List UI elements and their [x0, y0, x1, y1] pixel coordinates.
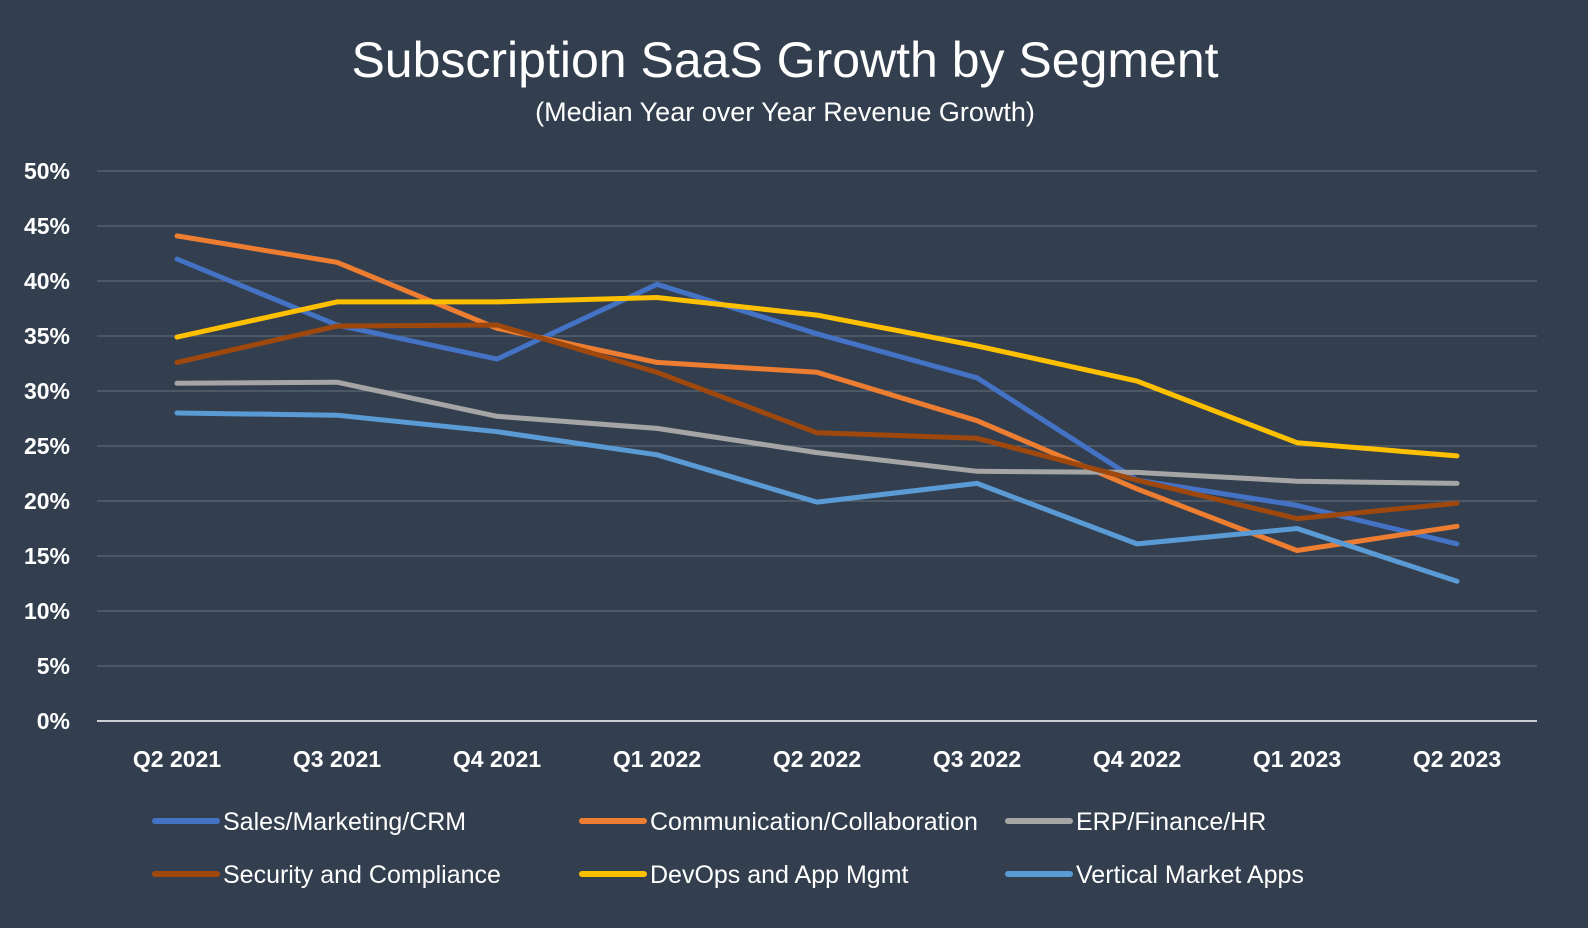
- legend-item: Communication/Collaboration: [579, 808, 978, 836]
- legend-label: DevOps and App Mgmt: [650, 861, 909, 889]
- x-tick-label: Q4 2021: [453, 746, 541, 772]
- series-group: [174, 379, 1460, 486]
- series-lines: [174, 233, 1460, 584]
- x-tick-label: Q4 2022: [1093, 746, 1181, 772]
- series-group: [174, 233, 1460, 553]
- y-tick-label: 20%: [24, 488, 70, 514]
- y-tick-label: 30%: [24, 378, 70, 404]
- x-tick-label: Q3 2022: [933, 746, 1021, 772]
- y-tick-label: 45%: [24, 213, 70, 239]
- x-axis: Q2 2021 Q3 2021 Q4 2021 Q1 2022 Q2 2022 Q3 20…: [133, 746, 1501, 772]
- series-line: [174, 322, 1460, 522]
- x-tick-label: Q2 2023: [1413, 746, 1501, 772]
- series-group: [174, 295, 1460, 459]
- y-tick-label: 5%: [37, 653, 70, 679]
- chart-subtitle: (Median Year over Year Revenue Growth): [535, 97, 1035, 127]
- y-tick-label: 35%: [24, 323, 70, 349]
- y-tick-label: 10%: [24, 598, 70, 624]
- y-tick-label: 25%: [24, 433, 70, 459]
- x-tick-label: Q2 2021: [133, 746, 221, 772]
- gridlines: [97, 170, 1537, 722]
- legend-item: Sales/Marketing/CRM: [152, 808, 466, 836]
- legend-item: Security and Compliance: [152, 861, 501, 889]
- legend-label: Vertical Market Apps: [1076, 861, 1304, 889]
- chart-title: Subscription SaaS Growth by Segment: [351, 32, 1218, 88]
- x-tick-label: Q2 2022: [773, 746, 861, 772]
- legend-item: DevOps and App Mgmt: [579, 861, 909, 889]
- y-tick-label: 40%: [24, 268, 70, 294]
- y-tick-label: 50%: [24, 158, 70, 184]
- series-group: [174, 322, 1460, 522]
- legend-label: Sales/Marketing/CRM: [223, 808, 466, 836]
- series-group: [174, 410, 1460, 584]
- y-tick-label: 0%: [37, 708, 70, 734]
- legend-item: Vertical Market Apps: [1005, 861, 1304, 889]
- legend-label: Security and Compliance: [223, 861, 501, 889]
- legend: Sales/Marketing/CRM Communication/Collabo…: [152, 808, 1304, 889]
- y-axis: 0% 5% 10% 15% 20% 25% 30% 35% 40% 45% 50%: [24, 158, 70, 734]
- legend-label: ERP/Finance/HR: [1076, 808, 1266, 836]
- y-tick-label: 15%: [24, 543, 70, 569]
- legend-label: Communication/Collaboration: [650, 808, 978, 836]
- x-tick-label: Q3 2021: [293, 746, 381, 772]
- legend-item: ERP/Finance/HR: [1005, 808, 1266, 836]
- x-tick-label: Q1 2023: [1253, 746, 1341, 772]
- x-tick-label: Q1 2022: [613, 746, 701, 772]
